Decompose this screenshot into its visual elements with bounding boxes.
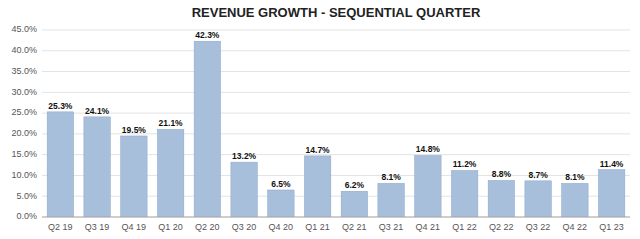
chart-title: REVENUE GROWTH - SEQUENTIAL QUARTER [192, 5, 481, 20]
y-tick-label: 30.0% [11, 87, 37, 97]
x-tick-label: Q1 20 [158, 222, 183, 232]
bar [341, 191, 367, 217]
y-tick-label: 5.0% [16, 191, 37, 201]
bar [194, 41, 220, 217]
chart-container: REVENUE GROWTH - SEQUENTIAL QUARTER 0.0% 5… [0, 0, 640, 239]
x-tick-label: Q4 21 [416, 222, 441, 232]
bar [157, 129, 183, 217]
grid-line [42, 71, 630, 72]
data-label: 8.1% [381, 172, 401, 182]
grid-line [42, 30, 630, 31]
x-axis: Q2 19 Q3 19 Q4 19 Q1 20 Q2 20 Q3 20 Q4 20 Q1 21… [42, 217, 630, 232]
y-axis: 0.0% 5.0% 10.0% 15.0% 20.0% 25.0% 30.0% 35.0% 40… [11, 24, 37, 221]
bar [415, 155, 441, 217]
x-tick-label: Q4 19 [122, 222, 147, 232]
x-axis-line [42, 217, 630, 218]
bar [378, 183, 404, 217]
x-tick-label: Q2 22 [489, 222, 514, 232]
data-label: 8.7% [528, 170, 548, 180]
y-tick-label: 45.0% [11, 24, 37, 34]
x-tick-label: Q3 22 [526, 222, 551, 232]
bar [47, 112, 73, 217]
data-label: 21.1% [159, 118, 184, 128]
y-tick-label: 35.0% [11, 66, 37, 76]
x-tick-label: Q2 20 [195, 222, 220, 232]
data-label: 8.8% [492, 169, 512, 179]
data-label: 13.2% [232, 151, 257, 161]
bar [598, 170, 624, 217]
y-tick-label: 20.0% [11, 128, 37, 138]
grid [42, 30, 630, 217]
x-tick-label: Q3 20 [232, 222, 257, 232]
data-label: 11.4% [600, 159, 624, 169]
x-tick-label: Q2 19 [48, 222, 73, 232]
x-tick-label: Q1 21 [305, 222, 330, 232]
data-label: 14.7% [306, 145, 331, 155]
x-tick-label: Q2 21 [342, 222, 367, 232]
y-tick-label: 25.0% [11, 107, 37, 117]
data-label: 11.2% [453, 159, 477, 169]
bar [451, 170, 477, 217]
x-tick-label: Q3 19 [85, 222, 110, 232]
bar [525, 181, 551, 217]
x-tick-label: Q4 20 [269, 222, 294, 232]
bar [562, 183, 588, 217]
data-label: 19.5% [122, 125, 147, 135]
bar [231, 162, 257, 217]
y-tick-label: 0.0% [16, 211, 37, 221]
x-tick-label: Q4 22 [563, 222, 588, 232]
data-label: 14.8% [416, 144, 441, 154]
data-label: 6.5% [271, 179, 291, 189]
data-label: 6.2% [345, 180, 365, 190]
data-label: 42.3% [195, 30, 220, 40]
x-tick-label: Q1 23 [599, 222, 624, 232]
grid-line [42, 217, 630, 218]
data-label: 8.1% [565, 172, 585, 182]
chart-svg: REVENUE GROWTH - SEQUENTIAL QUARTER 0.0% 5… [0, 0, 640, 239]
y-tick-label: 10.0% [11, 170, 37, 180]
grid-line [42, 50, 630, 51]
y-tick-label: 40.0% [11, 45, 37, 55]
bar [304, 156, 330, 217]
x-tick-label: Q1 22 [452, 222, 477, 232]
bar [268, 190, 294, 217]
x-tick-label: Q3 21 [379, 222, 404, 232]
bar [488, 180, 514, 217]
bar [84, 117, 110, 217]
data-labels: 25.3% 24.1% 19.5% 21.1% 42.3% 13.2% 6.5% 14.7% 6… [48, 30, 624, 190]
grid-line [42, 92, 630, 93]
bars [47, 41, 625, 217]
data-label: 24.1% [85, 106, 110, 116]
y-tick-label: 15.0% [11, 149, 37, 159]
data-label: 25.3% [48, 101, 73, 111]
grid-line [42, 113, 630, 114]
bar [121, 136, 147, 217]
